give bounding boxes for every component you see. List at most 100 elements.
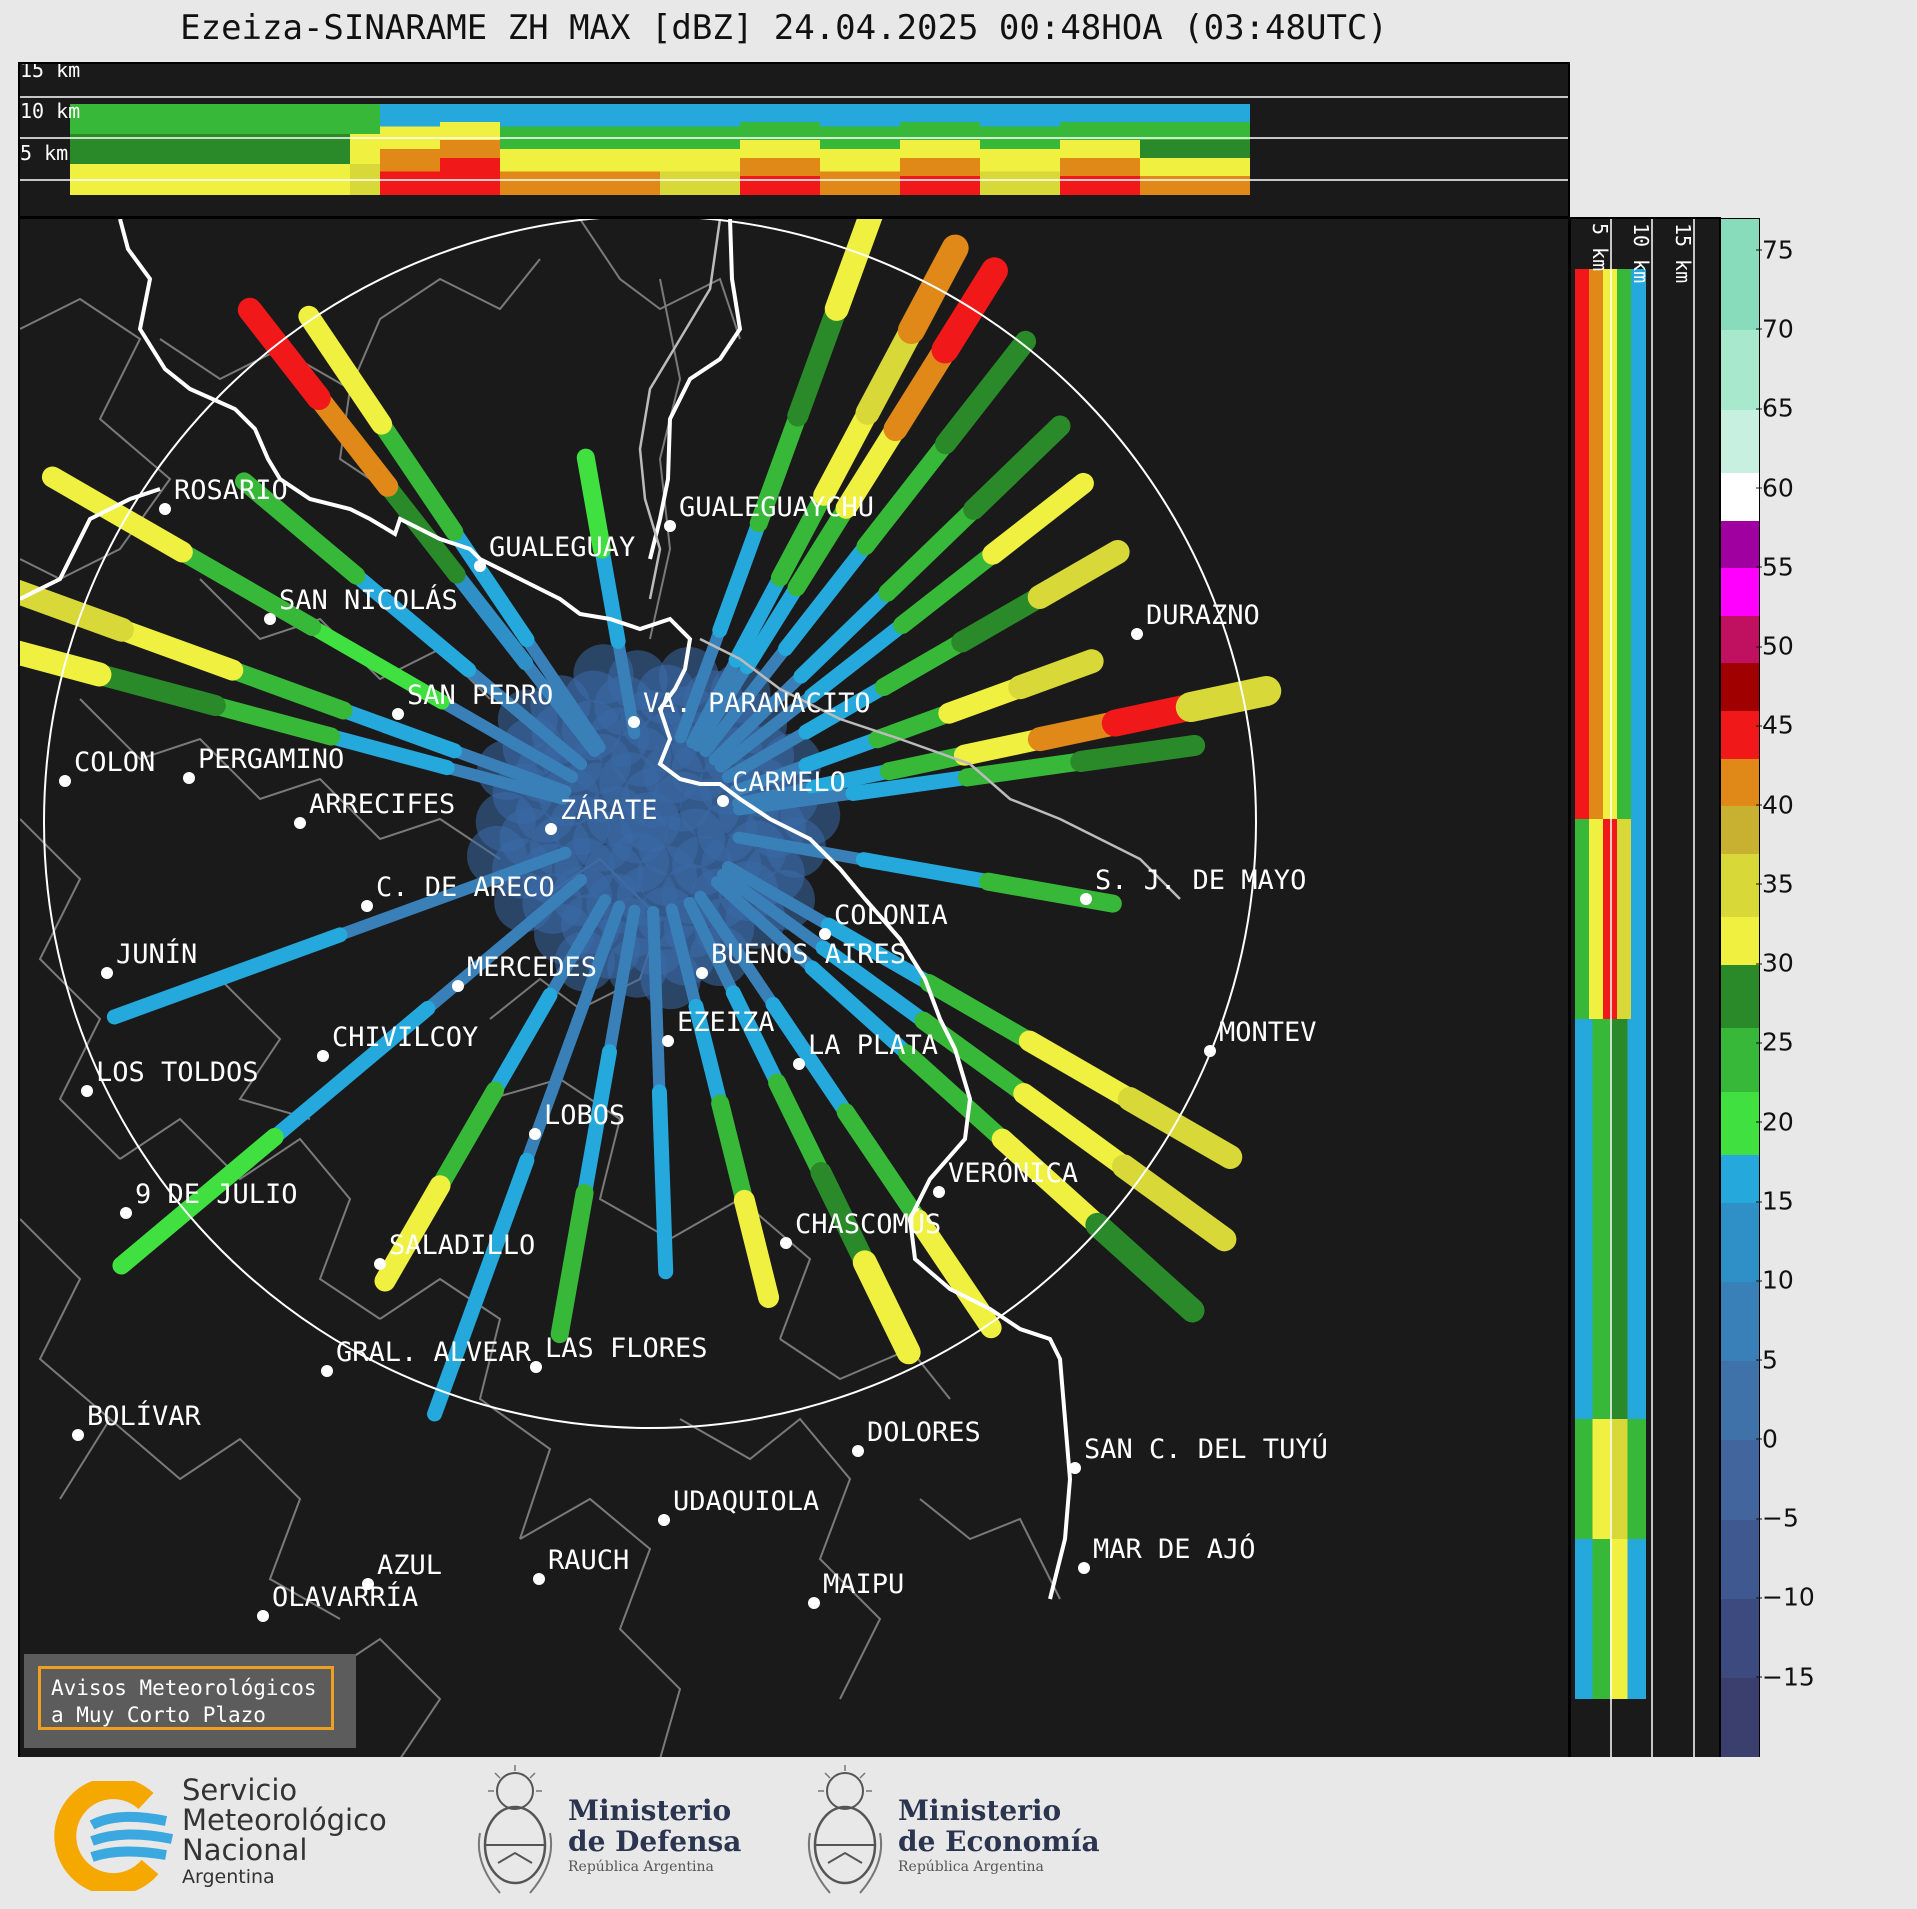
echo-ray-segment bbox=[991, 1128, 1108, 1236]
top-profile-cell bbox=[1140, 176, 1250, 195]
top-profile-cell bbox=[1140, 158, 1250, 177]
echo-ray-segment bbox=[1112, 1154, 1237, 1252]
echo-ray-segment bbox=[815, 940, 931, 1029]
radar-map-panel[interactable]: ROSARIO GUALEGUAYCHU GUALEGUAY SAN NICOLÁS D… bbox=[18, 217, 1570, 1761]
city-marker bbox=[452, 980, 464, 992]
echo-ray-segment bbox=[835, 418, 907, 519]
colorbar-tick-label: 65 bbox=[1756, 393, 1794, 423]
echo-ray-segment bbox=[20, 640, 112, 687]
echo-ray-segment bbox=[487, 987, 558, 1098]
smn-line-1: Servicio bbox=[182, 1773, 298, 1807]
city-label: BUENOS AIRES bbox=[711, 939, 906, 970]
colorbar-segment bbox=[1721, 1154, 1759, 1203]
city-marker bbox=[257, 1610, 269, 1622]
echo-ray-segment bbox=[963, 415, 1071, 520]
border-line bbox=[649, 278, 682, 640]
top-profile-cell bbox=[820, 149, 900, 173]
city-marker bbox=[81, 1085, 93, 1097]
echo-ray-segment bbox=[308, 387, 399, 497]
city-label: DOLORES bbox=[867, 1417, 981, 1448]
echo-ray-segment bbox=[1070, 734, 1206, 772]
echo-ray-segment bbox=[874, 633, 971, 696]
echo-ray-segment bbox=[732, 781, 820, 810]
city-label: 9 DE JULIO bbox=[135, 1179, 298, 1210]
echo-ray-segment bbox=[897, 234, 969, 344]
echo-ray-segment bbox=[953, 728, 1051, 766]
echo-ray-segment bbox=[716, 868, 830, 954]
city-label: LOS TOLDOS bbox=[96, 1057, 259, 1088]
colorbar-tick-label: 0 bbox=[1756, 1424, 1778, 1454]
side-height-profile-panel: 5 km 10 km 15 km bbox=[1569, 217, 1721, 1761]
alert-box-link[interactable]: Avisos Meteorológicos a Muy Corto Plazo bbox=[38, 1666, 334, 1730]
colorbar-tick-label: 75 bbox=[1756, 235, 1794, 265]
top-profile-cell bbox=[980, 149, 1060, 173]
alert-box[interactable]: Avisos Meteorológicos a Muy Corto Plazo bbox=[24, 1654, 356, 1748]
echo-ray-segment bbox=[686, 654, 743, 749]
colorbar-segment bbox=[1721, 472, 1759, 521]
reflectivity-colorbar bbox=[1720, 218, 1760, 1758]
top-height-label-5: 5 km bbox=[20, 141, 68, 165]
echo-ray-segment bbox=[733, 1189, 780, 1308]
echo-ray-segment bbox=[112, 1127, 284, 1275]
side-profile-cell bbox=[1589, 269, 1604, 819]
echo-ray-segment bbox=[725, 985, 785, 1091]
top-profile-cell bbox=[440, 176, 500, 195]
echo-ray-segment bbox=[951, 586, 1051, 653]
smn-line-2: Meteorológico bbox=[182, 1803, 387, 1837]
echo-ray-segment bbox=[333, 846, 572, 941]
echo-ray-segment bbox=[441, 761, 570, 805]
echo-ray-segment bbox=[714, 689, 818, 773]
colorbar-segment bbox=[1721, 409, 1759, 474]
city-label: MERCEDES bbox=[467, 952, 597, 983]
echo-ray-segment bbox=[372, 415, 464, 541]
border-line bbox=[20, 818, 121, 1160]
city-label: AZUL bbox=[377, 1550, 442, 1581]
top-height-profile-plot: 15 km 10 km 5 km bbox=[20, 64, 1568, 195]
radar-map[interactable]: ROSARIO GUALEGUAYCHU GUALEGUAY SAN NICOLÁS D… bbox=[20, 219, 1568, 1759]
echo-ray-segment bbox=[708, 670, 808, 766]
top-profile-cell bbox=[740, 176, 820, 195]
echo-ray-segment bbox=[721, 861, 835, 931]
colorbar-segment bbox=[1721, 853, 1759, 918]
city-label: CARMELO bbox=[732, 767, 846, 798]
footer-logos: Servicio Meteorológico Nacional Argentin… bbox=[0, 1757, 1917, 1909]
echo-ray-segment bbox=[665, 903, 702, 1013]
defensa-line-3: República Argentina bbox=[568, 1859, 714, 1875]
echo-ray-segment bbox=[728, 570, 788, 668]
side-profile-cell bbox=[1617, 269, 1632, 819]
city-label: DURAZNO bbox=[1146, 600, 1260, 631]
city-marker bbox=[72, 1429, 84, 1441]
echo-ray-segment bbox=[787, 298, 848, 427]
city-label: S. J. DE MAYO bbox=[1095, 865, 1306, 896]
coat-of-arms-icon-2 bbox=[807, 1765, 883, 1894]
city-marker bbox=[362, 1578, 374, 1590]
top-profile-cell bbox=[900, 122, 980, 141]
smn-line-4: Argentina bbox=[182, 1866, 275, 1888]
top-profile-cell bbox=[820, 171, 900, 195]
city-marker bbox=[1080, 893, 1092, 905]
echo-ray-segment bbox=[777, 538, 873, 657]
side-height-label-10: 10 km bbox=[1629, 223, 1653, 283]
top-profile-echoes bbox=[70, 104, 1250, 195]
city-label: MAIPU bbox=[823, 1569, 904, 1600]
echo-ray-segment bbox=[721, 726, 812, 783]
smn-logo-text: Servicio Meteorológico Nacional Argentin… bbox=[182, 1775, 387, 1889]
smn-line-3: Nacional bbox=[182, 1833, 308, 1867]
echo-ray-segment bbox=[223, 661, 353, 720]
echo-ray-segment bbox=[267, 1000, 436, 1145]
echo-ray-segment bbox=[804, 960, 915, 1062]
city-label: GUALEGUAYCHU bbox=[679, 492, 874, 523]
economia-line-3: República Argentina bbox=[898, 1859, 1044, 1875]
colorbar-segment bbox=[1721, 615, 1759, 664]
city-marker bbox=[819, 928, 831, 940]
alert-line-1: Avisos Meteorológicos bbox=[51, 1676, 317, 1700]
city-label: ROSARIO bbox=[174, 475, 288, 506]
border-line bbox=[20, 297, 172, 581]
city-label: CHIVILCOY bbox=[332, 1022, 478, 1053]
coat-of-arms-icon bbox=[477, 1765, 553, 1894]
echo-ray-segment bbox=[323, 729, 455, 776]
colorbar-segment bbox=[1721, 1091, 1759, 1155]
echo-ray-segment bbox=[845, 769, 975, 801]
echo-ray-segment bbox=[691, 660, 754, 752]
city-label: PERGAMINO bbox=[198, 744, 344, 775]
